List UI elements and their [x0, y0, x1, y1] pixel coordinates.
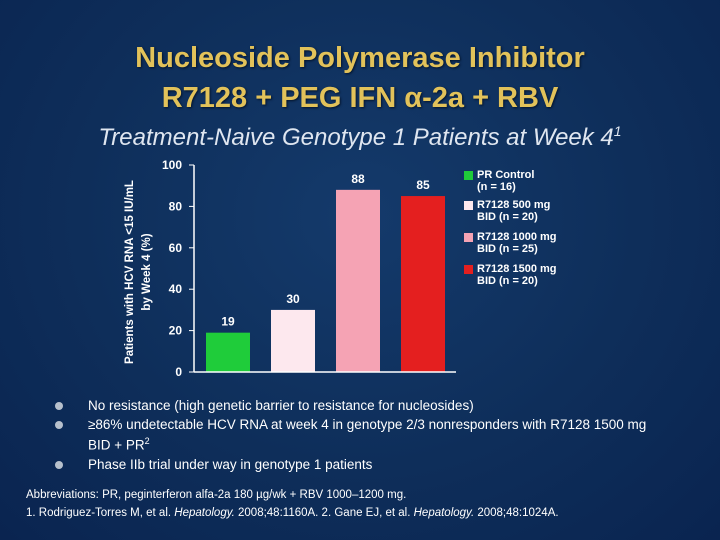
y-axis-label-line2: by Week 4 (%)	[141, 233, 153, 310]
footer: Abbreviations: PR, peginterferon alfa-2a…	[26, 486, 706, 522]
bullet-item: ≥86% undetectable HCV RNA at week 4 in g…	[52, 417, 672, 454]
legend-swatch	[464, 171, 473, 180]
y-tick-label: 100	[162, 158, 182, 172]
bar-value-label: 85	[416, 178, 430, 192]
bullet-list: No resistance (high genetic barrier to r…	[52, 398, 672, 476]
y-tick-label: 20	[169, 324, 183, 338]
ref1-details: 2008;48:1160A. 2. Gane EJ, et al.	[234, 507, 414, 519]
legend-label: R7128 500 mg	[477, 199, 551, 211]
bullet-item: Phase IIb trial under way in genotype 1 …	[52, 457, 672, 473]
bullet-text: ≥86% undetectable HCV RNA at week 4 in g…	[88, 417, 647, 453]
bullet-text: No resistance (high genetic barrier to r…	[88, 398, 474, 413]
bullet-dot-icon	[55, 402, 63, 410]
slide-subtitle: Treatment-Naive Genotype 1 Patients at W…	[0, 116, 720, 153]
abbreviations: Abbreviations: PR, peginterferon alfa-2a…	[26, 489, 407, 501]
subtitle-text: Treatment-Naive Genotype 1 Patients at W…	[98, 124, 614, 151]
legend-swatch	[464, 265, 473, 274]
ref2-journal: Hepatology.	[413, 507, 475, 519]
bullet-item: No resistance (high genetic barrier to r…	[52, 398, 672, 414]
legend-label: R7128 1000 mg	[477, 231, 557, 243]
legend-label-sub: BID (n = 20)	[477, 275, 538, 287]
bar-value-label: 19	[221, 315, 235, 329]
bar	[206, 332, 250, 372]
subtitle-ref: 1	[613, 123, 622, 139]
bar-value-label: 30	[286, 292, 300, 306]
bullet-ref: 2	[144, 436, 150, 446]
slide-title-line1: Nucleoside Polymerase Inhibitor	[135, 42, 585, 74]
legend-label: PR Control	[477, 169, 535, 181]
bar	[401, 196, 445, 372]
y-axis-label-line1: Patients with HCV RNA <15 IU/mL	[124, 180, 136, 364]
ref1-authors: 1. Rodriguez-Torres M, et al.	[26, 507, 175, 519]
ref1-journal: Hepatology.	[174, 507, 235, 519]
y-axis-ticks: 0 20 40 60 80 100	[162, 158, 194, 379]
y-tick-label: 40	[169, 282, 183, 296]
legend-label-sub: BID (n = 25)	[477, 243, 538, 255]
bullet-dot-icon	[55, 421, 63, 429]
ref2-details: 2008;48:1024A.	[474, 507, 559, 519]
y-tick-label: 80	[169, 199, 183, 213]
slide-title-line2: R7128 + PEG IFN α-2a + RBV	[161, 82, 559, 114]
legend-swatch	[464, 201, 473, 210]
bar	[336, 189, 380, 372]
legend-swatch	[464, 233, 473, 242]
y-tick-label: 60	[169, 241, 183, 255]
legend-label-sub: (n = 16)	[477, 181, 516, 193]
bar	[271, 309, 315, 372]
legend-label-sub: BID (n = 20)	[477, 211, 538, 223]
bullet-dot-icon	[55, 460, 63, 469]
legend-label: R7128 1500 mg	[477, 263, 557, 275]
bar-value-label: 88	[351, 172, 365, 186]
bullet-text: Phase IIb trial under way in genotype 1 …	[88, 456, 373, 472]
references: 1. Rodriguez-Torres M, et al. Hepatology…	[26, 504, 706, 522]
bars: 19 30 88 85	[206, 172, 445, 372]
y-tick-label: 0	[175, 365, 182, 379]
